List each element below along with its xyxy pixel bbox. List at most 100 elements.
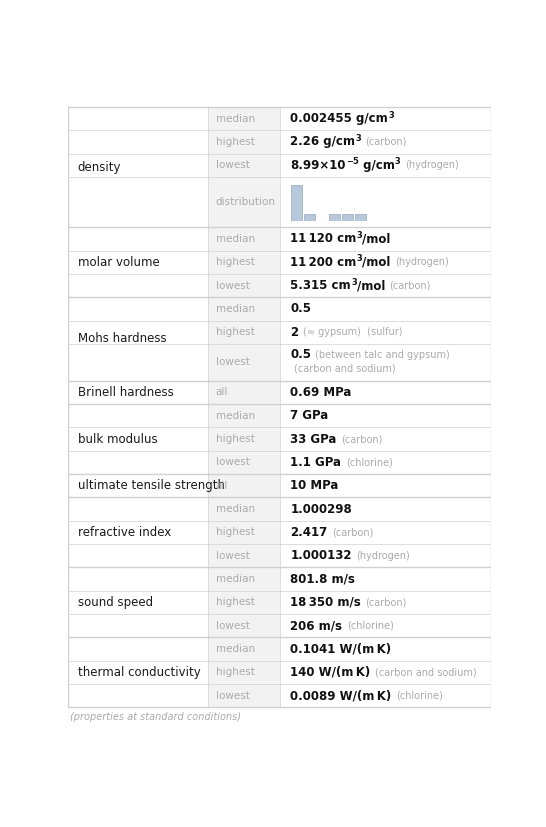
Text: 0.1041 W/(m K): 0.1041 W/(m K) <box>290 643 391 656</box>
Bar <box>208 428 280 451</box>
Bar <box>68 130 208 154</box>
Bar <box>208 544 280 567</box>
Text: median: median <box>216 574 254 584</box>
Bar <box>208 614 280 638</box>
Text: 3: 3 <box>351 278 357 287</box>
Text: (hydrogen): (hydrogen) <box>405 160 459 170</box>
Bar <box>280 251 491 274</box>
Text: g/cm: g/cm <box>359 159 395 172</box>
Text: highest: highest <box>216 137 254 147</box>
Text: thermal conductivity: thermal conductivity <box>78 666 200 679</box>
Text: lowest: lowest <box>216 551 250 561</box>
Bar <box>208 154 280 177</box>
Text: /mol: /mol <box>363 232 391 246</box>
Bar <box>68 544 208 567</box>
Text: −5: −5 <box>346 157 359 166</box>
Text: Mohs hardness: Mohs hardness <box>78 332 166 346</box>
Text: 1.000298: 1.000298 <box>290 503 352 515</box>
Text: 18 350 m/s: 18 350 m/s <box>290 596 361 609</box>
Bar <box>280 614 491 638</box>
Text: (chlorine): (chlorine) <box>346 457 393 467</box>
Bar <box>280 404 491 428</box>
Text: highest: highest <box>216 434 254 444</box>
Text: refractive index: refractive index <box>78 526 171 539</box>
Text: 11 120 cm: 11 120 cm <box>290 232 357 246</box>
Text: sound speed: sound speed <box>78 596 153 609</box>
Bar <box>68 404 208 428</box>
Text: (≈ gypsum)  (sulfur): (≈ gypsum) (sulfur) <box>303 327 402 337</box>
Bar <box>280 451 491 474</box>
Text: 8.99×10: 8.99×10 <box>290 159 346 172</box>
Text: 3: 3 <box>357 254 363 263</box>
Text: 2.26 g/cm: 2.26 g/cm <box>290 136 355 148</box>
Text: all: all <box>216 387 228 398</box>
Bar <box>208 474 280 497</box>
Text: median: median <box>216 304 254 314</box>
Text: 1.1 GPa: 1.1 GPa <box>290 456 341 469</box>
Bar <box>208 567 280 590</box>
Bar <box>68 251 208 274</box>
Bar <box>68 497 208 521</box>
Text: 140 W/(m K): 140 W/(m K) <box>290 666 371 679</box>
Text: 3: 3 <box>388 111 394 120</box>
Bar <box>68 661 208 684</box>
Bar <box>208 251 280 274</box>
Text: 1.000132: 1.000132 <box>290 549 352 562</box>
Bar <box>208 451 280 474</box>
Bar <box>208 497 280 521</box>
Bar <box>280 297 491 321</box>
Bar <box>208 590 280 614</box>
Text: (chlorine): (chlorine) <box>396 691 443 700</box>
Text: 2.417: 2.417 <box>290 526 328 539</box>
Text: median: median <box>216 504 254 514</box>
Text: median: median <box>216 411 254 421</box>
Text: (carbon): (carbon) <box>341 434 382 444</box>
Bar <box>280 107 491 130</box>
Text: (carbon): (carbon) <box>365 137 407 147</box>
Bar <box>208 661 280 684</box>
Bar <box>68 684 208 707</box>
Bar <box>280 521 491 544</box>
Text: 0.5: 0.5 <box>290 348 311 361</box>
Bar <box>68 154 208 177</box>
Text: (carbon): (carbon) <box>332 528 373 538</box>
Text: lowest: lowest <box>216 280 250 290</box>
Bar <box>208 274 280 297</box>
Bar <box>280 590 491 614</box>
Bar <box>280 321 491 344</box>
Bar <box>280 684 491 707</box>
Text: 10 MPa: 10 MPa <box>290 479 339 492</box>
Text: bulk modulus: bulk modulus <box>78 433 157 446</box>
Bar <box>68 344 208 380</box>
Text: 3: 3 <box>395 157 400 166</box>
Text: (carbon): (carbon) <box>389 280 431 290</box>
Bar <box>68 428 208 451</box>
Text: (carbon): (carbon) <box>365 597 407 607</box>
Bar <box>280 497 491 521</box>
Text: lowest: lowest <box>216 691 250 700</box>
Text: 0.69 MPa: 0.69 MPa <box>290 386 352 399</box>
Text: 2: 2 <box>290 326 299 339</box>
Bar <box>208 684 280 707</box>
Bar <box>280 344 491 380</box>
Bar <box>68 567 208 590</box>
Text: /mol: /mol <box>357 279 385 292</box>
Bar <box>280 474 491 497</box>
Text: 0.002455 g/cm: 0.002455 g/cm <box>290 112 388 125</box>
Text: median: median <box>216 644 254 654</box>
Bar <box>68 321 208 344</box>
Text: median: median <box>216 113 254 123</box>
Bar <box>68 177 208 227</box>
Bar <box>280 130 491 154</box>
Text: (between talc and gypsum): (between talc and gypsum) <box>315 350 449 360</box>
Text: density: density <box>78 160 121 174</box>
Bar <box>208 344 280 380</box>
Bar <box>68 451 208 474</box>
Bar <box>68 590 208 614</box>
Bar <box>68 474 208 497</box>
Bar <box>208 321 280 344</box>
Bar <box>280 638 491 661</box>
Text: distribution: distribution <box>216 197 276 207</box>
Text: (carbon and sodium): (carbon and sodium) <box>375 667 477 677</box>
Text: 3: 3 <box>355 134 361 143</box>
